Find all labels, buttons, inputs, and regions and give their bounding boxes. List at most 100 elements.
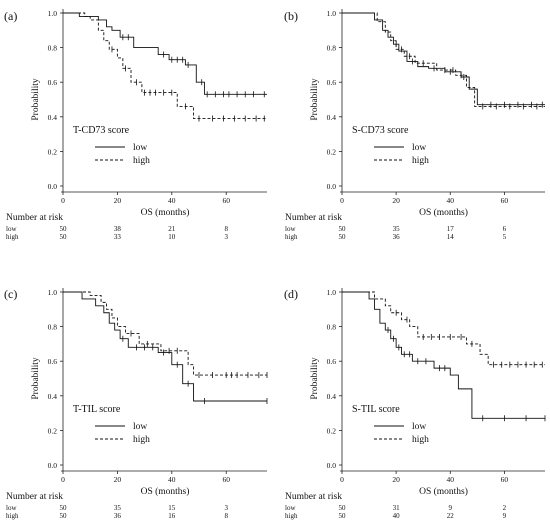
risk-count: 50 [339, 504, 347, 512]
risk-table-title: Number at risk [285, 213, 342, 223]
x-axis-label: OS (months) [141, 207, 190, 218]
risk-count: 5 [503, 233, 507, 241]
risk-count: 3 [224, 504, 228, 512]
y-tick-label: 0.8 [327, 323, 337, 332]
x-tick-label: 60 [222, 475, 230, 484]
risk-count: 3 [224, 233, 228, 241]
risk-count: 17 [447, 225, 455, 233]
km-curve-low [342, 12, 545, 106]
x-tick-label: 40 [447, 475, 455, 484]
risk-row-label: low [6, 504, 17, 512]
risk-row-label: high [285, 233, 298, 241]
y-axis-label: Probability [310, 78, 320, 120]
risk-count: 50 [339, 512, 347, 520]
x-axis-label: OS (months) [419, 486, 468, 497]
risk-count: 36 [114, 512, 122, 520]
y-tick-label: 0.2 [48, 147, 58, 156]
legend-label: high [412, 435, 429, 445]
risk-count: 50 [60, 233, 68, 241]
x-tick-label: 60 [501, 475, 509, 484]
y-tick-label: 0.2 [327, 147, 337, 156]
km-curve-high [342, 12, 545, 107]
x-tick-label: 40 [168, 475, 176, 484]
risk-count: 50 [60, 504, 68, 512]
x-axis-label: OS (months) [419, 207, 468, 218]
x-tick-label: 40 [168, 196, 176, 205]
legend-label: high [133, 156, 150, 166]
risk-row-label: high [6, 512, 19, 520]
y-tick-label: 0.2 [327, 426, 337, 435]
y-tick-label: 0.6 [48, 78, 58, 87]
x-tick-label: 40 [447, 196, 455, 205]
risk-count: 6 [503, 225, 507, 233]
km-panel: (b) 0.0 0.2 0.4 0.6 0.8 1.0 0 20 40 60 Probability O… [284, 9, 545, 241]
x-axis-label: OS (months) [141, 486, 190, 497]
y-tick-label: 0.0 [48, 182, 58, 191]
risk-count: 2 [503, 504, 507, 512]
risk-row-label: low [6, 225, 17, 233]
risk-count: 16 [168, 512, 176, 520]
risk-table-title: Number at risk [6, 213, 63, 223]
x-tick-label: 0 [61, 196, 65, 205]
legend-label: low [133, 422, 147, 432]
legend-label: low [412, 422, 426, 432]
legend-label: low [412, 143, 426, 153]
km-panel: (c) 0.0 0.2 0.4 0.6 0.8 1.0 0 20 40 60 Probability O… [4, 287, 268, 520]
risk-count: 50 [339, 233, 347, 241]
km-panel: (d) 0.0 0.2 0.4 0.6 0.8 1.0 0 20 40 60 Probability O… [284, 287, 546, 520]
y-tick-label: 0.8 [48, 44, 58, 53]
y-tick-label: 1.0 [327, 9, 337, 18]
y-tick-label: 0.0 [48, 461, 58, 470]
km-curve-low [63, 291, 267, 402]
y-tick-label: 0.6 [48, 357, 58, 366]
risk-count: 31 [393, 504, 401, 512]
panel-label: (d) [284, 287, 298, 301]
risk-count: 35 [114, 504, 122, 512]
risk-row-label: low [285, 504, 296, 512]
panel-label: (c) [4, 287, 17, 301]
risk-count: 38 [114, 225, 122, 233]
risk-row-label: high [285, 512, 298, 520]
risk-count: 10 [168, 233, 176, 241]
panel-title: T-TIL score [73, 404, 121, 415]
risk-count: 50 [60, 225, 68, 233]
y-tick-label: 0.8 [48, 323, 58, 332]
risk-count: 9 [503, 512, 507, 520]
legend-label: low [133, 143, 147, 153]
y-tick-label: 1.0 [48, 9, 58, 18]
risk-count: 8 [224, 512, 228, 520]
risk-row-label: low [285, 225, 296, 233]
x-tick-label: 20 [392, 475, 400, 484]
km-curve-high [63, 12, 267, 119]
y-tick-label: 0.4 [327, 392, 337, 401]
y-tick-label: 0.0 [327, 182, 337, 191]
y-tick-label: 0.2 [48, 426, 58, 435]
risk-table-title: Number at risk [6, 492, 63, 502]
x-tick-label: 20 [392, 196, 400, 205]
y-tick-label: 0.6 [327, 357, 337, 366]
risk-count: 15 [168, 504, 176, 512]
x-tick-label: 20 [114, 196, 122, 205]
risk-count: 35 [393, 225, 401, 233]
risk-count: 14 [447, 233, 455, 241]
y-tick-label: 0.4 [48, 392, 58, 401]
y-axis-label: Probability [310, 357, 320, 399]
panel-label: (b) [284, 9, 298, 23]
y-tick-label: 0.0 [327, 461, 337, 470]
y-tick-label: 0.4 [327, 113, 337, 122]
km-panel: (a) 0.0 0.2 0.4 0.6 0.8 1.0 0 20 40 60 Probability O… [4, 9, 267, 241]
risk-count: 8 [224, 225, 228, 233]
panel-title: S-CD73 score [352, 125, 409, 136]
risk-count: 50 [339, 225, 347, 233]
km-curve-high [342, 291, 545, 366]
legend-label: high [133, 435, 150, 445]
panel-title: S-TIL score [352, 404, 400, 415]
y-tick-label: 0.8 [327, 44, 337, 53]
risk-count: 22 [447, 512, 455, 520]
risk-table-title: Number at risk [285, 492, 342, 502]
risk-count: 9 [449, 504, 453, 512]
risk-count: 36 [393, 233, 401, 241]
km-curve-low [342, 291, 545, 419]
x-tick-label: 0 [340, 196, 344, 205]
